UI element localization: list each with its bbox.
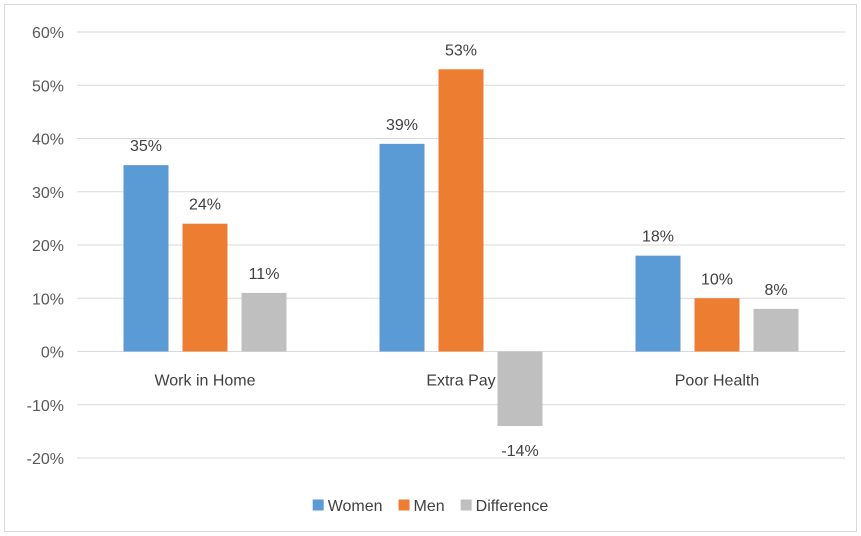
bar-men-extra-pay bbox=[438, 69, 484, 352]
bar-women-work-in-home bbox=[123, 165, 169, 352]
y-tick-label: 50% bbox=[32, 78, 64, 95]
y-tick-label: 40% bbox=[32, 132, 64, 149]
data-labels: 35% 24% 11% 39% 53% -14% 18% 10% 8% bbox=[130, 42, 788, 460]
data-label: 35% bbox=[130, 138, 162, 155]
bar-difference-extra-pay bbox=[497, 351, 543, 427]
bar-difference-poor-health bbox=[753, 308, 799, 352]
data-label: -14% bbox=[501, 443, 538, 460]
legend-swatch-women bbox=[312, 499, 324, 511]
bar-men-poor-health bbox=[694, 298, 740, 352]
y-tick-label: -20% bbox=[27, 451, 64, 468]
data-label: 11% bbox=[249, 266, 280, 283]
y-axis-tick-labels: 60% 50% 40% 30% 20% 10% 0% -10% -20% bbox=[27, 25, 64, 468]
y-tick-label: 20% bbox=[32, 238, 64, 255]
bar-women-extra-pay bbox=[379, 143, 425, 352]
legend: Women Men Difference bbox=[312, 498, 549, 515]
legend-label-men: Men bbox=[414, 498, 445, 515]
category-label: Extra Pay bbox=[426, 373, 495, 390]
y-tick-label: 10% bbox=[32, 291, 64, 308]
bar-women-poor-health bbox=[635, 255, 681, 352]
legend-label-difference: Difference bbox=[476, 498, 549, 515]
data-label: 24% bbox=[189, 197, 221, 214]
y-tick-label: 30% bbox=[32, 185, 64, 202]
bars bbox=[123, 69, 799, 427]
category-label: Poor Health bbox=[675, 373, 760, 390]
bar-difference-work-in-home bbox=[241, 292, 287, 352]
bar-men-work-in-home bbox=[182, 223, 228, 352]
data-label: 10% bbox=[701, 271, 733, 288]
legend-label-women: Women bbox=[328, 498, 383, 515]
data-label: 53% bbox=[445, 42, 477, 59]
data-label: 8% bbox=[764, 282, 787, 299]
y-tick-label: 0% bbox=[41, 345, 64, 362]
data-label: 39% bbox=[386, 117, 418, 134]
category-label: Work in Home bbox=[154, 373, 255, 390]
category-labels: Work in Home Extra Pay Poor Health bbox=[154, 373, 759, 390]
data-label: 18% bbox=[642, 229, 674, 246]
legend-swatch-difference bbox=[460, 499, 472, 511]
y-tick-label: -10% bbox=[27, 398, 64, 415]
y-tick-label: 60% bbox=[32, 25, 64, 42]
legend-swatch-men bbox=[398, 499, 410, 511]
